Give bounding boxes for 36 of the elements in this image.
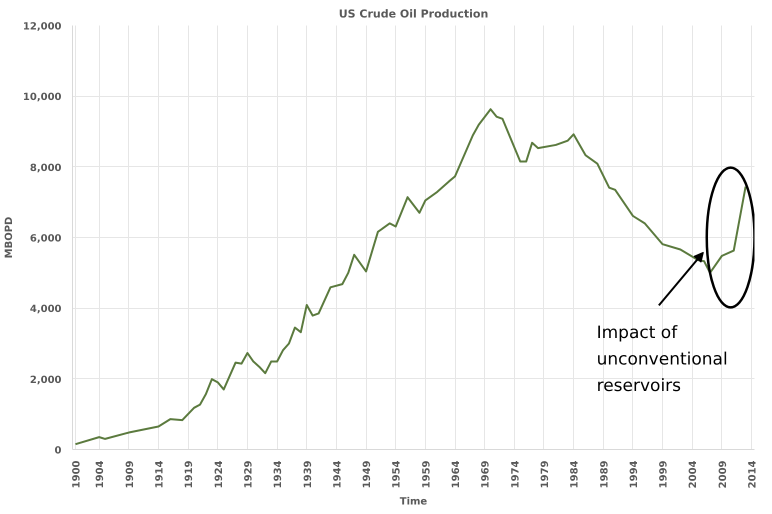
y-tick-label: 2,000 (30, 374, 62, 386)
y-axis-title: MBOPD (4, 216, 15, 258)
x-tick-label: 2004 (688, 460, 700, 488)
x-tick-label: 1944 (332, 460, 344, 488)
x-tick-label: 1969 (480, 460, 492, 488)
x-tick-label: 1909 (124, 460, 136, 488)
x-tick-label: 1934 (273, 460, 284, 488)
x-tick-label: 1900 (71, 460, 82, 488)
y-tick-label: 0 (54, 446, 62, 456)
x-tick-label: 1919 (184, 460, 196, 488)
x-tick-label: 1989 (599, 460, 610, 488)
y-tick-label: 10,000 (22, 92, 62, 104)
line-series (74, 108, 747, 446)
x-tick-label: 1924 (214, 460, 225, 488)
y-tick-label: 8,000 (30, 162, 62, 174)
x-tick-label: 1959 (421, 460, 432, 488)
x-axis-title: Time (400, 496, 428, 508)
x-tick-label: 2014 (748, 460, 759, 488)
x-tick-label: 1994 (628, 460, 640, 488)
x-tick-label: 1939 (302, 460, 314, 488)
x-tick-label: 1974 (510, 460, 522, 488)
y-tick-label: 12,000 (22, 22, 62, 32)
annotation: Impact of unconventional reservoirs (596, 323, 728, 396)
y-tick-label: 6,000 (30, 234, 62, 244)
x-tick-label: 1929 (243, 460, 254, 488)
x-tick-label: 1904 (95, 460, 106, 488)
x-tick-label: 1984 (570, 460, 581, 488)
x-tick-label: 1914 (154, 460, 166, 488)
x-tick-label: 1999 (658, 460, 670, 488)
x-tick-label: 1979 (540, 460, 551, 488)
x-tick-label: 1949 (362, 460, 374, 488)
x-tick-label: 2009 (718, 460, 729, 488)
x-tick-label: 1954 (392, 460, 403, 488)
x-tick-label: 1964 (451, 460, 462, 488)
y-tick-label: 4,000 (30, 304, 62, 316)
chart-title: US Crude Oil Production (338, 8, 488, 20)
